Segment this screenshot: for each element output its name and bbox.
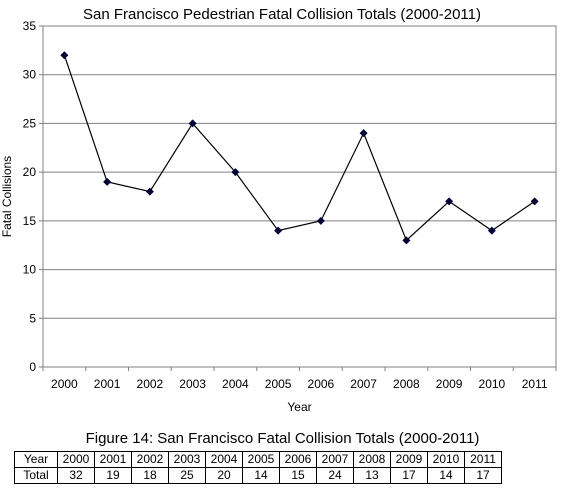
table-row-total: Total 32 19 18 25 20 14 15 24 13 17 14 17: [14, 467, 502, 484]
table-cell-total: 13: [353, 467, 391, 484]
table-cell-year: 2006: [279, 451, 317, 468]
x-tick-label: 2005: [265, 377, 292, 391]
x-tick-label: 2011: [522, 377, 548, 391]
table-cell-total: 32: [57, 467, 95, 484]
data-point-marker: [145, 187, 154, 196]
x-tick-label: 2001: [94, 377, 121, 391]
data-point-marker: [103, 177, 112, 186]
table-cell-year: 2002: [131, 451, 169, 468]
y-axis-ticks: 0 5 10 15 20 25 30 35: [23, 19, 43, 374]
x-tick-label: 2008: [393, 377, 420, 391]
y-tick-label: 10: [23, 263, 37, 277]
x-axis-ticks: 2000 2001 2002 2003 2004 2005 2006 2007 2008 2009…: [42, 367, 557, 391]
table-cell-year: 2004: [205, 451, 243, 468]
table-cell-year: 2005: [242, 451, 280, 468]
x-tick-label: 2003: [179, 377, 206, 391]
table-cell-total: 25: [168, 467, 206, 484]
table-cell-total: 15: [279, 467, 317, 484]
table-row-year: Year 2000 2001 2002 2003 2004 2005 2006 2007 200…: [14, 451, 502, 468]
y-tick-label: 0: [29, 360, 36, 374]
figure-caption: Figure 14: San Francisco Fatal Collision…: [85, 430, 480, 447]
y-tick-label: 25: [23, 116, 37, 130]
y-tick-label: 20: [23, 165, 37, 179]
table-cell-year: 2011: [464, 451, 502, 468]
y-axis-label: Fatal Collisions: [0, 156, 14, 237]
x-tick-label: 2010: [479, 377, 506, 391]
series-fatal-collisions: [60, 51, 539, 245]
x-tick-label: 2000: [51, 377, 78, 391]
x-axis-label: Year: [287, 400, 311, 414]
data-point-marker: [316, 216, 325, 225]
series-line: [63, 55, 535, 242]
data-point-marker: [274, 226, 283, 235]
table-cell-total: 17: [390, 467, 428, 484]
x-tick-label: 2007: [350, 377, 377, 391]
table-cell-total: 14: [427, 467, 465, 484]
data-point-marker: [359, 129, 368, 138]
table-cell-total: 20: [205, 467, 243, 484]
table-cell-year: 2001: [94, 451, 132, 468]
row-header-total: Total: [14, 467, 58, 484]
data-point-marker: [60, 51, 69, 60]
chart-title: San Francisco Pedestrian Fatal Collision…: [83, 6, 481, 23]
y-tick-label: 5: [29, 311, 36, 325]
table-cell-year: 2008: [353, 451, 391, 468]
data-point-marker: [530, 197, 539, 206]
x-tick-label: 2004: [222, 377, 249, 391]
row-header-year: Year: [14, 451, 58, 468]
x-tick-label: 2006: [308, 377, 335, 391]
table-cell-year: 2010: [427, 451, 465, 468]
table-cell-year: 2003: [168, 451, 206, 468]
data-table: Year 2000 2001 2002 2003 2004 2005 2006 2007 200…: [14, 451, 502, 484]
x-tick-label: 2009: [436, 377, 463, 391]
data-point-marker: [231, 168, 240, 177]
table-cell-year: 2000: [57, 451, 95, 468]
table-cell-year: 2009: [390, 451, 428, 468]
y-tick-label: 35: [23, 19, 37, 33]
y-tick-label: 15: [23, 214, 37, 228]
y-tick-label: 30: [23, 68, 37, 82]
data-point-marker: [487, 226, 496, 235]
table-cell-total: 14: [242, 467, 280, 484]
x-tick-label: 2002: [137, 377, 164, 391]
table-cell-year: 2007: [316, 451, 354, 468]
data-point-marker: [188, 119, 197, 128]
line-chart: San Francisco Pedestrian Fatal Collision…: [0, 6, 557, 414]
gridlines: [43, 74, 556, 319]
table-cell-total: 19: [94, 467, 132, 484]
plot-area: [42, 25, 557, 368]
table-cell-total: 24: [316, 467, 354, 484]
table-cell-total: 17: [464, 467, 502, 484]
data-point-marker: [445, 197, 454, 206]
table-cell-total: 18: [131, 467, 169, 484]
data-point-marker: [402, 236, 411, 245]
